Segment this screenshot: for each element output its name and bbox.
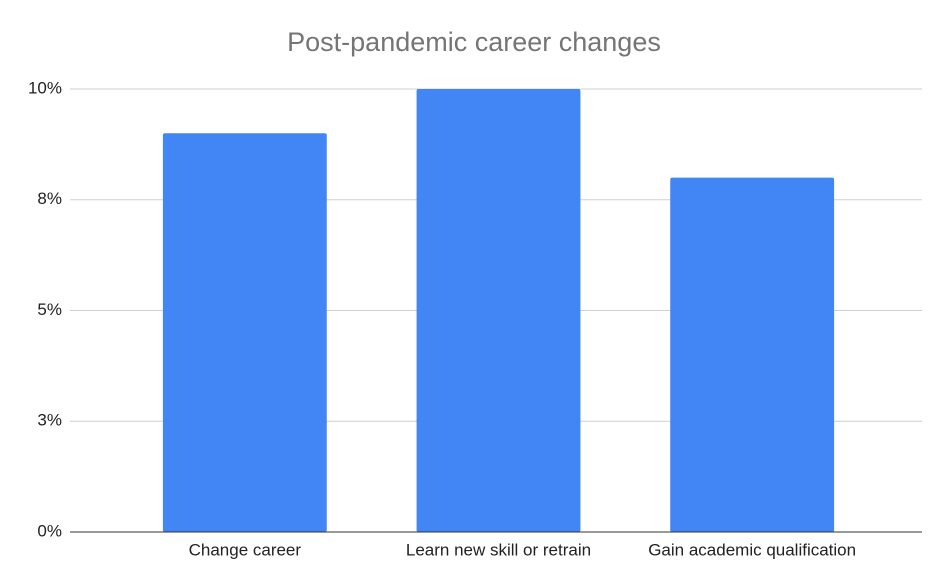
bar <box>162 133 327 533</box>
x-tick-label: Gain academic qualification <box>648 540 856 559</box>
x-tick-label: Learn new skill or retrain <box>406 540 591 559</box>
y-tick-label: 0% <box>37 521 62 540</box>
chart-title: Post-pandemic career changes <box>287 27 661 57</box>
y-tick-label: 5% <box>37 300 62 319</box>
bar <box>670 177 835 532</box>
y-tick-label: 3% <box>37 411 62 430</box>
y-tick-label: 8% <box>37 189 62 208</box>
y-tick-label: 10% <box>28 78 62 97</box>
bar <box>416 89 581 532</box>
x-tick-label: Change career <box>189 540 302 559</box>
